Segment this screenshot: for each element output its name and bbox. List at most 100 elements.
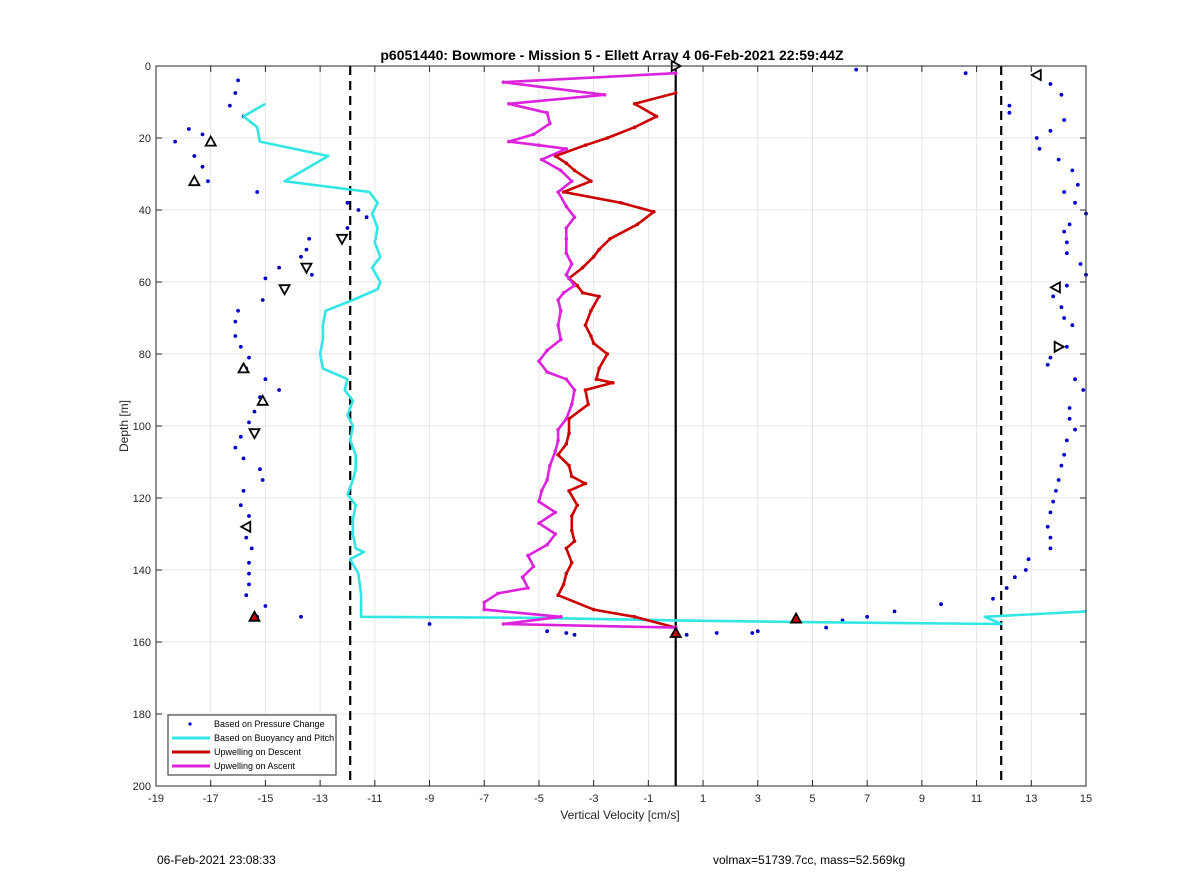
data-point (553, 449, 558, 454)
data-point (572, 388, 577, 392)
data-point (594, 377, 599, 382)
data-point (589, 179, 593, 183)
data-point (1064, 283, 1069, 288)
data-point (567, 463, 571, 468)
data-point (854, 67, 859, 72)
data-point (520, 575, 525, 579)
x-tick-label: -7 (479, 793, 489, 805)
data-point (1064, 344, 1069, 349)
x-tick-label: 15 (1080, 793, 1092, 805)
x-tick-label: -1 (643, 793, 653, 805)
data-point (564, 251, 569, 255)
data-point (564, 226, 569, 230)
data-point (1075, 182, 1080, 187)
data-point (1048, 535, 1053, 540)
data-point (1026, 557, 1031, 562)
data-point (569, 402, 574, 407)
data-point (963, 71, 968, 76)
data-point (482, 600, 487, 605)
x-tick-label: -3 (589, 793, 599, 805)
data-point (507, 102, 511, 106)
data-point (556, 323, 560, 328)
data-point (1062, 118, 1067, 122)
data-point (252, 409, 257, 414)
series-layer (173, 67, 1088, 637)
data-point (559, 337, 563, 342)
x-axis-ticks: -19 -17 -15 -13 -11 -9 -7 -5 -3 -1 1 3 5 7 9 11 13 15 (148, 66, 1092, 805)
data-point (605, 136, 610, 140)
data-point (526, 586, 530, 590)
data-point (583, 143, 588, 147)
data-point (364, 215, 369, 220)
triangle-marker (1029, 68, 1042, 82)
data-point (244, 593, 249, 598)
data-point (539, 157, 544, 162)
footer-timestamp: 06-Feb-2021 23:08:33 (157, 853, 276, 867)
y-tick-label: 0 (145, 61, 151, 73)
y-tick-label: 20 (139, 133, 151, 145)
data-point (567, 489, 571, 493)
data-point (1034, 136, 1039, 140)
data-point (575, 503, 580, 508)
data-point (605, 352, 610, 356)
data-point (1056, 478, 1061, 482)
triangle-marker (187, 174, 201, 187)
data-point (1067, 222, 1072, 227)
data-point (545, 348, 549, 353)
x-tick-label: 11 (971, 793, 982, 805)
data-point (345, 226, 350, 230)
data-point (1012, 575, 1017, 580)
data-point (939, 602, 943, 607)
data-point (1078, 262, 1083, 266)
data-point (556, 453, 560, 457)
triangle-marker (669, 626, 683, 638)
y-tick-label: 120 (133, 493, 151, 505)
data-point (572, 283, 577, 288)
legend-entry-ascent: Upwelling on Ascent (172, 761, 296, 771)
legend-entry-descent: Upwelling on Descent (172, 747, 302, 757)
data-point (1073, 200, 1077, 205)
data-point (586, 402, 590, 407)
data-point (200, 132, 205, 137)
data-point (1048, 82, 1053, 86)
data-point (1048, 355, 1053, 360)
data-point (1059, 463, 1064, 468)
data-point (564, 417, 569, 421)
data-point (556, 593, 560, 597)
data-point (238, 344, 243, 349)
x-tick-label: -15 (257, 793, 273, 805)
y-axis-ticks: 0 20 40 60 80 100 120 140 160 180 200 (133, 61, 1086, 793)
x-tick-label: 7 (864, 793, 870, 805)
data-point (233, 91, 238, 95)
y-tick-label: 80 (139, 349, 151, 361)
data-point (572, 632, 577, 637)
data-point (545, 111, 549, 115)
triangle-marker (789, 611, 803, 624)
triangle-marker (204, 134, 218, 147)
data-point (545, 543, 549, 547)
data-point (591, 341, 596, 346)
data-point (526, 553, 530, 558)
data-point (1070, 168, 1075, 173)
data-point (564, 273, 569, 277)
data-point (583, 323, 588, 328)
data-point (1062, 316, 1067, 320)
data-point (597, 366, 601, 371)
data-point (564, 204, 569, 209)
data-point (556, 298, 560, 302)
data-point (496, 591, 500, 596)
data-point (564, 631, 569, 635)
data-point (559, 615, 563, 619)
footer-volmax-mass: volmax=51739.7cc, mass=52.569kg (713, 853, 906, 867)
data-point (632, 102, 637, 106)
data-point (501, 80, 506, 84)
data-point (553, 532, 558, 536)
data-point (1064, 240, 1069, 245)
data-point (569, 474, 574, 479)
data-point (247, 420, 251, 425)
data-point (1051, 499, 1056, 504)
data-point (244, 535, 249, 540)
triangle-marker (236, 361, 251, 374)
data-point (564, 161, 569, 165)
data-point (258, 467, 262, 472)
